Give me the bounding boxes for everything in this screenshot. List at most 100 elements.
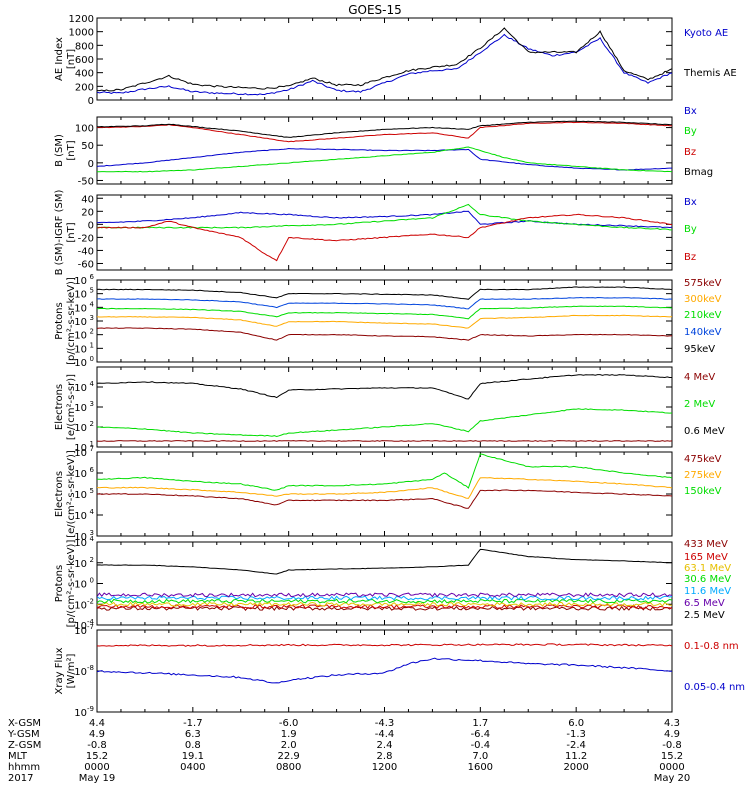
footer-value: 22.9 [278, 751, 300, 762]
y-tick-exponent: 3 [90, 529, 94, 537]
y-tick-label: 10 [74, 490, 87, 501]
y-tick-exponent: 3 [90, 400, 94, 408]
y-tick-exponent: 5 [90, 487, 94, 495]
y-tick-label: 10 [74, 626, 87, 637]
legend-label: 475keV [684, 454, 722, 465]
panel-frame [96, 194, 673, 271]
footer-value: -0.4 [471, 740, 491, 751]
legend-label: 165 MeV [684, 552, 728, 563]
y-tick-exponent: 4 [90, 535, 95, 543]
series-line [97, 592, 672, 598]
y-axis-label: Protons [54, 302, 65, 339]
series-line [97, 598, 672, 604]
panel-frame [96, 541, 673, 626]
legend-label: Kyoto AE [684, 28, 728, 39]
legend-label: By [684, 224, 697, 235]
y-tick-exponent: 6 [90, 273, 95, 281]
series-line [97, 27, 672, 92]
y-axis-unit: [p/(cm²-s-sr-keV)] [66, 277, 77, 365]
footer-value: -1.7 [183, 718, 203, 729]
y-tick-label: 10 [74, 600, 87, 611]
series-line [97, 477, 672, 499]
y-tick-exponent: 6 [90, 466, 95, 474]
legend-label: 0.6 MeV [684, 426, 725, 437]
legend-label: By [684, 126, 697, 137]
y-tick-label: 10 [74, 448, 87, 459]
footer-value: 2.0 [281, 740, 297, 751]
panel-1: 0 200 400 600 800 1000 1200 AE Index [nT] Kyoto A… [54, 14, 737, 107]
panel-frame [96, 629, 673, 713]
footer-value: -1.3 [566, 729, 586, 740]
series-line [97, 296, 672, 310]
legend-label: Bz [684, 147, 696, 158]
footer-row-label: MLT [8, 751, 28, 762]
legend-label: 0.1-0.8 nm [684, 641, 739, 652]
footer-value: 0400 [180, 762, 205, 773]
footer-row-label: hhmm [8, 762, 40, 773]
y-tick-exponent: 1 [90, 341, 94, 349]
footer-value: -6.0 [279, 718, 299, 729]
footer-value: 0.8 [185, 740, 201, 751]
series-line [97, 374, 672, 400]
y-tick-label: 10 [74, 344, 87, 355]
footer-value: 19.1 [182, 751, 204, 762]
footer-value: 4.9 [89, 729, 105, 740]
y-tick-label: 0 [88, 96, 94, 107]
legend-label: 433 MeV [684, 539, 728, 550]
y-tick-label: 20 [81, 207, 94, 218]
y-axis-label: AE Index [54, 37, 65, 81]
y-tick-label: 1200 [69, 14, 94, 25]
footer-value: -0.8 [662, 740, 682, 751]
y-tick-label: 10 [74, 331, 87, 342]
y-tick-exponent: -7 [87, 623, 94, 631]
y-axis-unit: [e/(cm²-s-sr)] [66, 374, 77, 440]
footer-value: 6.3 [185, 729, 201, 740]
y-tick-label: 400 [75, 69, 94, 80]
y-tick-label: -60 [78, 259, 94, 270]
legend-label: 63.1 MeV [684, 563, 731, 574]
series-line [97, 489, 672, 509]
series-line [97, 327, 672, 341]
legend-label: 2 MeV [684, 399, 715, 410]
y-tick-label: 10 [74, 290, 87, 301]
series-line [97, 604, 672, 610]
series-line [97, 213, 672, 262]
series-line [97, 595, 672, 601]
y-axis-unit: [p/(cm²-s-sr-keV)] [66, 540, 77, 628]
footer-start-date: May 19 [79, 773, 116, 784]
y-axis-unit: [nT] [66, 222, 77, 242]
legend-label: 275keV [684, 470, 722, 481]
y-tick-exponent: -2 [87, 597, 94, 605]
y-tick-exponent: 0 [90, 355, 94, 363]
series-line [97, 305, 672, 320]
footer-value: 1.7 [472, 718, 488, 729]
footer-value: 11.2 [565, 751, 587, 762]
panel-frame [96, 17, 673, 101]
y-tick-exponent: 3 [90, 314, 94, 322]
y-tick-label: 10 [74, 621, 87, 632]
series-line [97, 147, 672, 171]
footer-value: -4.4 [375, 729, 395, 740]
footer-value: 1600 [468, 762, 493, 773]
y-axis-label: Electrons [54, 471, 65, 517]
y-axis-unit: [W/m²] [66, 653, 77, 688]
y-tick-label: 10 [74, 383, 87, 394]
y-tick-label: -50 [78, 176, 94, 187]
y-tick-label: 10 [74, 532, 87, 543]
legend-label: 30.6 MeV [684, 574, 731, 585]
y-tick-label: 10 [74, 303, 87, 314]
footer-value: -0.8 [87, 740, 107, 751]
footer-row-label: Z-GSM [8, 740, 41, 751]
y-tick-label: 0 [88, 159, 94, 170]
y-tick-exponent: 2 [90, 420, 94, 428]
footer-value: 0000 [659, 762, 684, 773]
y-tick-label: 10 [74, 276, 87, 287]
y-tick-label: 100 [75, 124, 94, 135]
legend-label: 0.05-0.4 nm [684, 682, 745, 693]
y-tick-label: 10 [74, 317, 87, 328]
legend-label: 300keV [684, 294, 722, 305]
footer-row-label: Y-GSM [7, 729, 40, 740]
